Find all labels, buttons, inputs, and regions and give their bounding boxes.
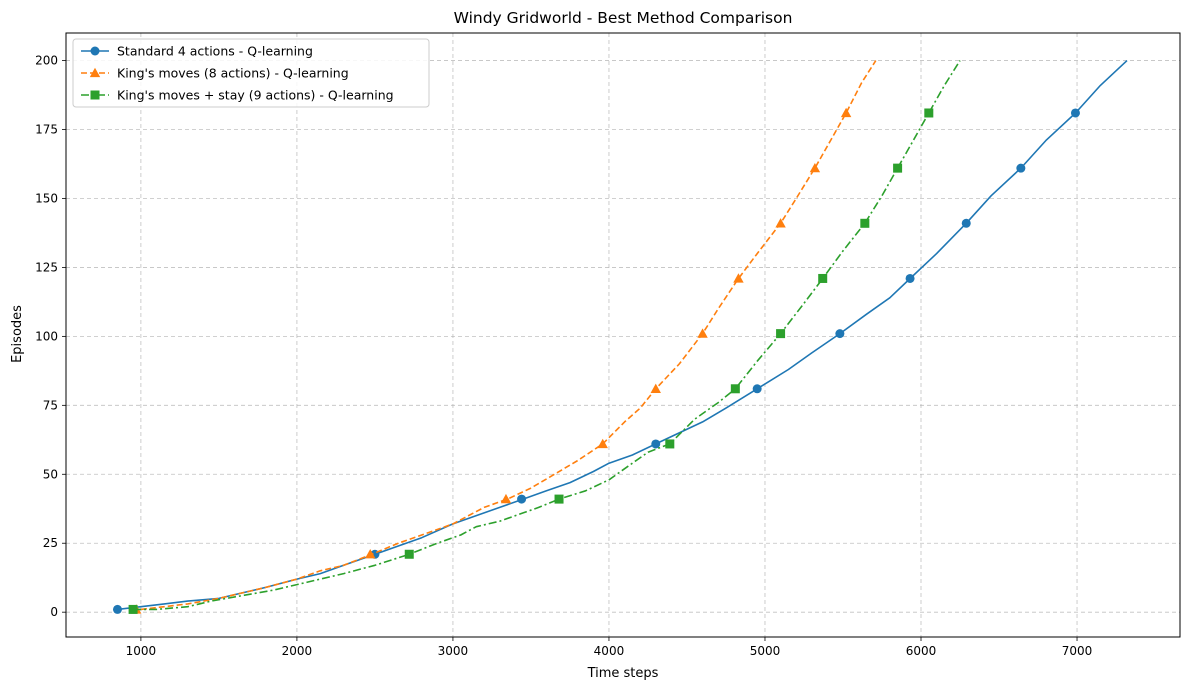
data-point-marker bbox=[1016, 163, 1026, 173]
legend-marker bbox=[90, 46, 100, 56]
legend-label: Standard 4 actions - Q-learning bbox=[117, 44, 313, 59]
data-point-marker bbox=[961, 218, 971, 228]
data-point-marker bbox=[840, 107, 852, 118]
y-tick-label: 175 bbox=[35, 123, 58, 137]
chart-title: Windy Gridworld - Best Method Comparison bbox=[454, 9, 793, 27]
x-tick-label: 2000 bbox=[282, 644, 313, 658]
y-tick-label: 200 bbox=[35, 54, 58, 68]
series-line bbox=[140, 60, 877, 611]
legend: Standard 4 actions - Q-learning King's mo… bbox=[72, 38, 430, 108]
series-layer bbox=[112, 60, 1128, 614]
y-tick-label: 75 bbox=[43, 398, 58, 412]
legend-marker bbox=[90, 90, 100, 100]
grid bbox=[66, 33, 1180, 637]
data-point-marker bbox=[893, 163, 903, 173]
data-point-marker bbox=[365, 549, 376, 559]
data-point-marker bbox=[776, 329, 786, 339]
y-tick-label: 0 bbox=[50, 605, 58, 619]
data-point-marker bbox=[730, 384, 740, 394]
axis-ticks: 1000 2000 3000 4000 5000 6000 7000 0 25 50 75 100 12… bbox=[35, 54, 1092, 658]
data-point-marker bbox=[1070, 108, 1080, 118]
x-tick-label: 5000 bbox=[750, 644, 781, 658]
data-point-marker bbox=[517, 494, 527, 504]
data-point-marker bbox=[554, 494, 564, 504]
data-point-marker bbox=[775, 218, 786, 228]
y-tick-label: 100 bbox=[35, 329, 58, 343]
data-point-marker bbox=[905, 273, 915, 283]
plot-frame bbox=[65, 32, 1181, 638]
series-3 bbox=[128, 60, 961, 614]
data-point-marker bbox=[112, 604, 122, 614]
y-tick-label: 50 bbox=[43, 467, 58, 481]
y-axis-label: Episodes bbox=[10, 305, 25, 363]
x-tick-label: 6000 bbox=[906, 644, 937, 658]
data-point-marker bbox=[651, 439, 661, 449]
x-tick-label: 4000 bbox=[594, 644, 625, 658]
data-point-marker bbox=[697, 328, 708, 338]
data-point-marker bbox=[752, 384, 762, 394]
legend-entry: King's moves (8 actions) - Q-learning bbox=[81, 66, 349, 81]
x-tick-label: 3000 bbox=[438, 644, 469, 658]
legend-marker bbox=[89, 67, 101, 78]
data-point-marker bbox=[597, 438, 608, 449]
y-tick-label: 125 bbox=[35, 260, 58, 274]
x-tick-label: 7000 bbox=[1062, 644, 1093, 658]
x-axis-label: Time steps bbox=[587, 666, 659, 681]
data-point-marker bbox=[404, 549, 414, 559]
series-line bbox=[133, 60, 961, 611]
legend-entry: Standard 4 actions - Q-learning bbox=[81, 44, 313, 59]
legend-label: King's moves (8 actions) - Q-learning bbox=[117, 66, 349, 81]
data-point-marker bbox=[733, 273, 744, 283]
data-point-marker bbox=[665, 439, 675, 449]
data-point-marker bbox=[500, 493, 512, 504]
x-tick-label: 1000 bbox=[126, 644, 157, 658]
data-point-marker bbox=[809, 162, 821, 173]
data-point-marker bbox=[818, 273, 828, 283]
legend-box bbox=[72, 38, 430, 108]
y-tick-label: 150 bbox=[35, 191, 58, 205]
data-point-marker bbox=[650, 383, 661, 393]
legend-label: King's moves + stay (9 actions) - Q-lear… bbox=[117, 88, 394, 103]
legend-entry: King's moves + stay (9 actions) - Q-lear… bbox=[81, 88, 394, 103]
data-point-marker bbox=[860, 218, 870, 228]
data-point-marker bbox=[128, 604, 138, 614]
data-point-marker bbox=[835, 329, 845, 339]
data-point-marker bbox=[924, 108, 934, 118]
y-tick-label: 25 bbox=[43, 536, 58, 550]
